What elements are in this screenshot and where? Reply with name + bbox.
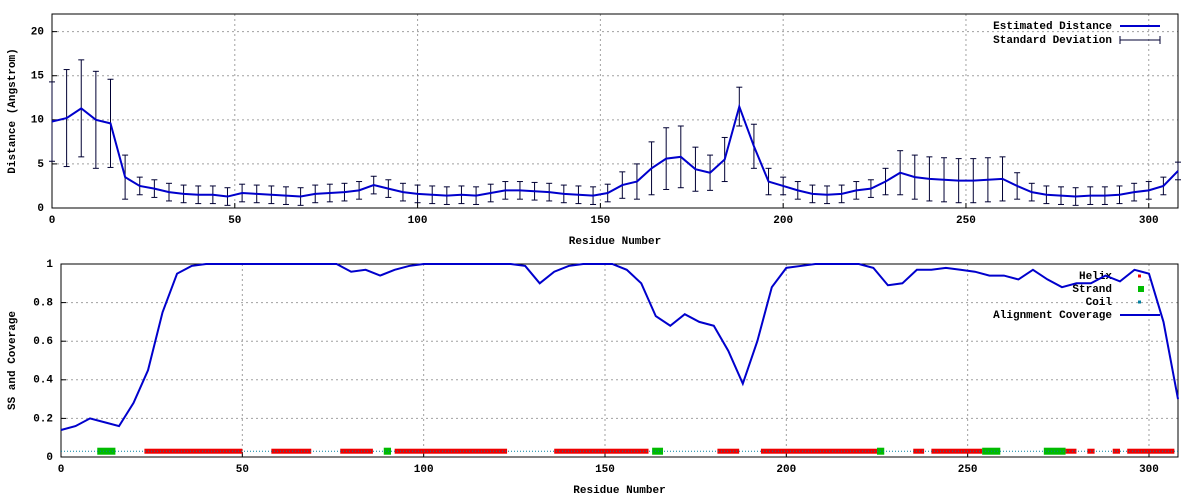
- helix-segment: [931, 448, 983, 454]
- y-tick-label: 1: [46, 259, 53, 271]
- legend-label: Strand: [1072, 284, 1112, 296]
- legend-label: Estimated Distance: [993, 21, 1112, 33]
- helix-segment: [271, 448, 312, 454]
- legend-swatch: [1138, 300, 1141, 304]
- x-tick-label: 200: [776, 464, 796, 476]
- legend-label: Helix: [1079, 271, 1112, 283]
- y-tick-label: 0.6: [33, 336, 53, 348]
- x-tick-label: 0: [58, 464, 65, 476]
- x-axis-label: Residue Number: [569, 236, 661, 248]
- legend-swatch: [1138, 274, 1141, 278]
- y-tick-label: 0.4: [33, 375, 53, 387]
- helix-segment: [394, 448, 508, 454]
- y-tick-label: 15: [31, 71, 45, 83]
- x-tick-label: 100: [414, 464, 434, 476]
- legend-label: Coil: [1086, 297, 1113, 309]
- x-tick-label: 250: [958, 464, 978, 476]
- y-axis-label: SS and Coverage: [7, 311, 19, 410]
- y-tick-label: 10: [31, 115, 44, 127]
- x-tick-label: 100: [408, 215, 428, 227]
- x-tick-label: 250: [956, 215, 976, 227]
- legend-label: Alignment Coverage: [993, 310, 1112, 322]
- y-axis-label: Distance (Angstrom): [7, 48, 19, 173]
- x-tick-label: 300: [1139, 215, 1159, 227]
- helix-segment: [913, 448, 925, 454]
- x-axis-label: Residue Number: [573, 485, 665, 497]
- helix-segment: [760, 448, 877, 454]
- y-tick-label: 0.8: [33, 298, 53, 310]
- y-tick-label: 0: [46, 452, 53, 464]
- legend-label: Standard Deviation: [993, 35, 1112, 47]
- helix-segment: [1065, 448, 1077, 454]
- y-tick-label: 0.2: [33, 413, 53, 425]
- distance-line: [51, 103, 1179, 198]
- x-tick-label: 150: [590, 215, 610, 227]
- helix-segment: [717, 448, 740, 454]
- x-tick-label: 300: [1139, 464, 1159, 476]
- y-tick-label: 5: [37, 159, 44, 171]
- y-tick-label: 20: [31, 27, 44, 39]
- coverage-line: [60, 263, 1179, 431]
- x-tick-label: 0: [49, 215, 56, 227]
- legend-swatch: [1138, 286, 1144, 292]
- helix-segment: [340, 448, 373, 454]
- strand-segment: [652, 447, 664, 455]
- strand-segment: [383, 447, 392, 455]
- helix-segment: [1112, 448, 1120, 454]
- x-tick-label: 200: [773, 215, 793, 227]
- x-tick-label: 50: [228, 215, 241, 227]
- plot-frame: [60, 263, 1179, 458]
- y-tick-label: 0: [37, 203, 44, 215]
- x-tick-label: 150: [595, 464, 615, 476]
- x-tick-label: 50: [236, 464, 249, 476]
